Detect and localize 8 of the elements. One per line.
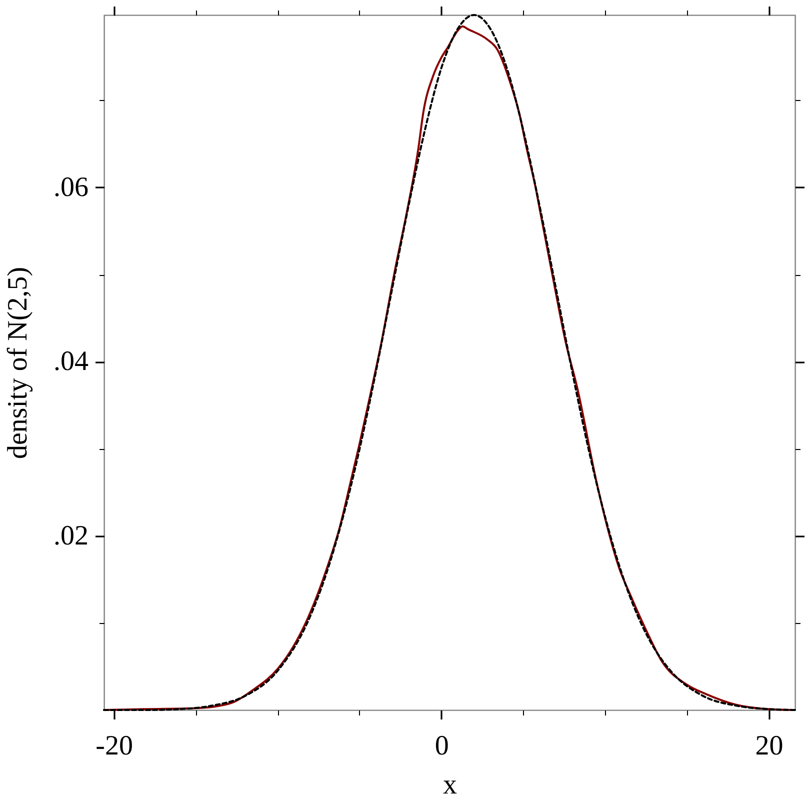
x-axis-title: x bbox=[443, 770, 457, 800]
y-tick-label: .02 bbox=[54, 520, 88, 552]
x-tick-label: -20 bbox=[96, 730, 133, 762]
x-tick-label: 20 bbox=[755, 730, 784, 762]
y-axis-title: density of N(2,5) bbox=[2, 266, 34, 460]
y-tick-label: .06 bbox=[54, 172, 88, 203]
x-tick-label: 0 bbox=[434, 730, 449, 762]
y-tick-label: .04 bbox=[54, 346, 88, 378]
